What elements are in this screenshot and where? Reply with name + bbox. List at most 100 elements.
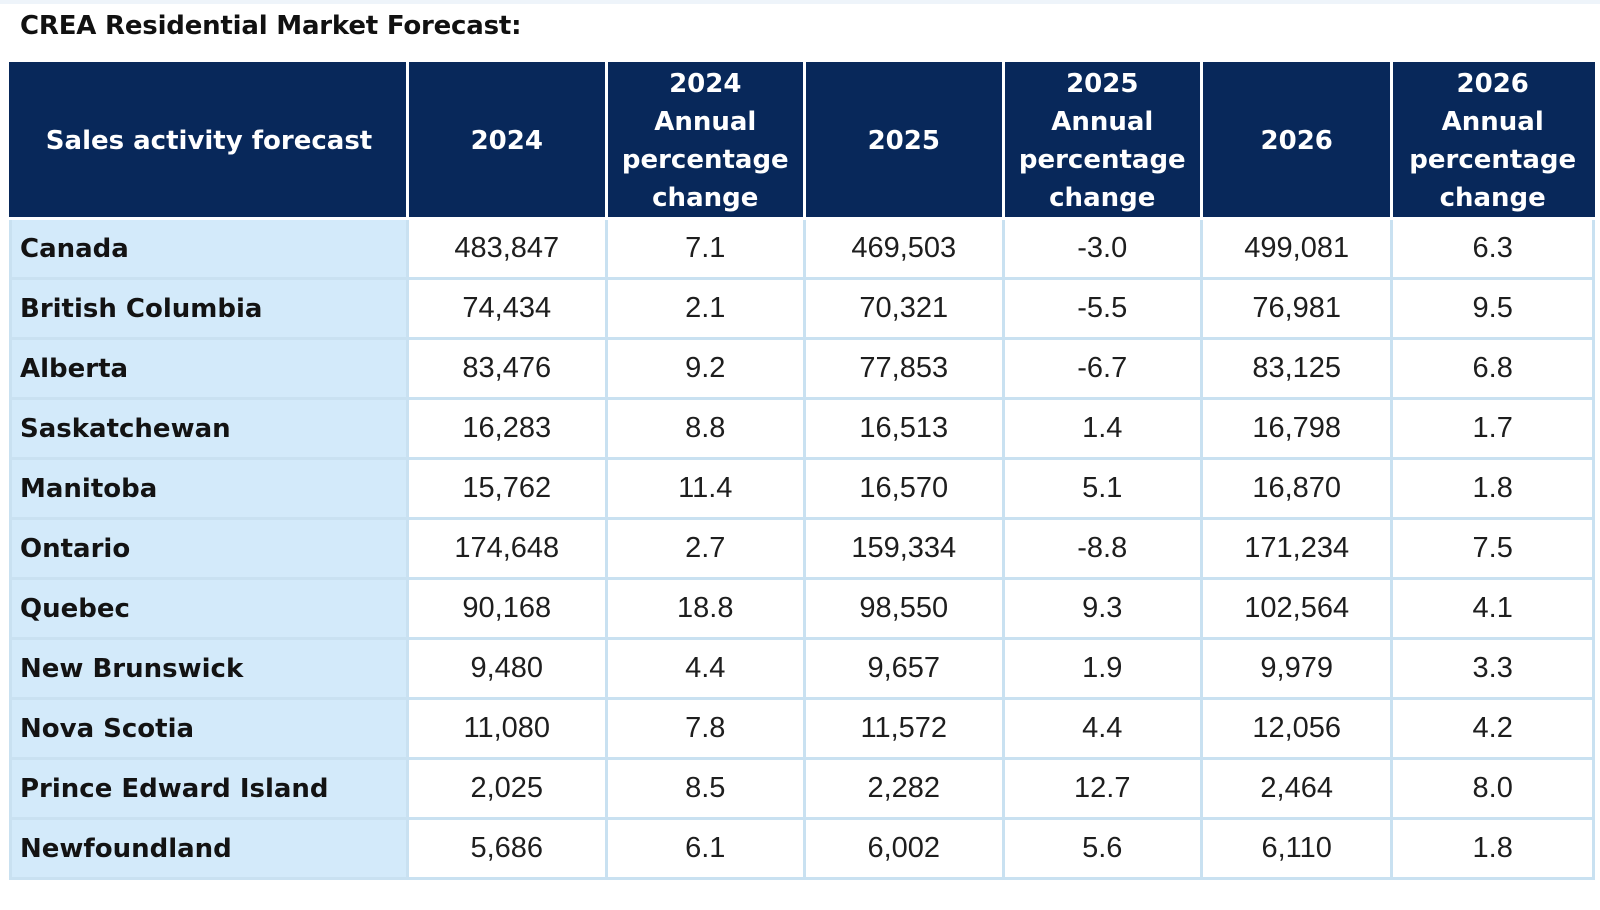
sales-2025-cell: 70,321 bbox=[803, 277, 1005, 340]
header-cell-2024: 2024 bbox=[406, 62, 608, 220]
table-row: British Columbia 74,434 2.1 70,321 -5.5 76,98… bbox=[8, 277, 1595, 340]
sales-2026-cell: 12,056 bbox=[1200, 697, 1394, 760]
change-2024-cell: 9.2 bbox=[604, 337, 807, 400]
change-2025-cell: 1.4 bbox=[1001, 397, 1204, 460]
sales-2024-cell: 83,476 bbox=[406, 337, 608, 400]
change-2024-cell: 4.4 bbox=[604, 637, 807, 700]
change-2024-cell: 8.5 bbox=[604, 757, 807, 820]
sales-2024-cell: 90,168 bbox=[406, 577, 608, 640]
sales-2024-cell: 74,434 bbox=[406, 277, 608, 340]
sales-2025-cell: 16,570 bbox=[803, 457, 1005, 520]
change-2026-cell: 1.8 bbox=[1390, 457, 1595, 520]
header-cell-sales-activity: Sales activity forecast bbox=[8, 62, 410, 220]
change-2024-cell: 2.7 bbox=[604, 517, 807, 580]
change-2026-cell: 7.5 bbox=[1390, 517, 1595, 580]
header-label: 2026 Annual percentage change bbox=[1409, 69, 1577, 213]
sales-2026-cell: 102,564 bbox=[1200, 577, 1394, 640]
table-row: Ontario 174,648 2.7 159,334 -8.8 171,234 7.5 bbox=[8, 517, 1595, 580]
change-2024-cell: 11.4 bbox=[604, 457, 807, 520]
table-header: Sales activity forecast 2024 2024 Annual… bbox=[8, 62, 1595, 220]
change-2024-cell: 6.1 bbox=[604, 817, 807, 880]
sales-2026-cell: 16,870 bbox=[1200, 457, 1394, 520]
header-label: 2025 bbox=[867, 126, 940, 156]
header-label: Sales activity forecast bbox=[45, 126, 373, 156]
change-2025-cell: -8.8 bbox=[1001, 517, 1204, 580]
change-2024-cell: 7.1 bbox=[604, 217, 807, 280]
change-2024-cell: 2.1 bbox=[604, 277, 807, 340]
table-row: Saskatchewan 16,283 8.8 16,513 1.4 16,798 1.7 bbox=[8, 397, 1595, 460]
header-cell-2026-change: 2026 Annual percentage change bbox=[1390, 62, 1595, 220]
sales-2025-cell: 77,853 bbox=[803, 337, 1005, 400]
table-body: Canada 483,847 7.1 469,503 -3.0 499,081 6.3 Bri… bbox=[8, 217, 1595, 880]
forecast-table: Sales activity forecast 2024 2024 Annual… bbox=[8, 62, 1595, 880]
sales-2024-cell: 16,283 bbox=[406, 397, 608, 460]
change-2025-cell: -6.7 bbox=[1001, 337, 1204, 400]
header-cell-2025: 2025 bbox=[803, 62, 1005, 220]
sales-2025-cell: 469,503 bbox=[803, 217, 1005, 280]
sales-2026-cell: 6,110 bbox=[1200, 817, 1394, 880]
header-label: 2024 bbox=[470, 126, 543, 156]
sales-2024-cell: 483,847 bbox=[406, 217, 608, 280]
sales-2024-cell: 2,025 bbox=[406, 757, 608, 820]
region-cell: Prince Edward Island bbox=[8, 757, 410, 820]
table-row: Canada 483,847 7.1 469,503 -3.0 499,081 6.3 bbox=[8, 217, 1595, 280]
sales-2026-cell: 9,979 bbox=[1200, 637, 1394, 700]
header-label: 2026 bbox=[1260, 126, 1333, 156]
change-2026-cell: 4.2 bbox=[1390, 697, 1595, 760]
table-row: New Brunswick 9,480 4.4 9,657 1.9 9,979 3.3 bbox=[8, 637, 1595, 700]
change-2026-cell: 3.3 bbox=[1390, 637, 1595, 700]
sales-2025-cell: 159,334 bbox=[803, 517, 1005, 580]
region-cell: Canada bbox=[8, 217, 410, 280]
header-cell-2025-change: 2025 Annual percentage change bbox=[1001, 62, 1204, 220]
header-label: 2025 Annual percentage change bbox=[1018, 69, 1186, 213]
change-2025-cell: 1.9 bbox=[1001, 637, 1204, 700]
sales-2025-cell: 16,513 bbox=[803, 397, 1005, 460]
header-label: 2024 Annual percentage change bbox=[621, 69, 789, 213]
region-cell: Quebec bbox=[8, 577, 410, 640]
table-row: Manitoba 15,762 11.4 16,570 5.1 16,870 1.8 bbox=[8, 457, 1595, 520]
sales-2026-cell: 83,125 bbox=[1200, 337, 1394, 400]
sales-2026-cell: 171,234 bbox=[1200, 517, 1394, 580]
table-row: Nova Scotia 11,080 7.8 11,572 4.4 12,056 4.2 bbox=[8, 697, 1595, 760]
region-cell: Saskatchewan bbox=[8, 397, 410, 460]
sales-2026-cell: 2,464 bbox=[1200, 757, 1394, 820]
change-2026-cell: 4.1 bbox=[1390, 577, 1595, 640]
change-2024-cell: 7.8 bbox=[604, 697, 807, 760]
header-cell-2026: 2026 bbox=[1200, 62, 1394, 220]
region-cell: Alberta bbox=[8, 337, 410, 400]
page-title: CREA Residential Market Forecast: bbox=[20, 11, 522, 41]
sales-2024-cell: 11,080 bbox=[406, 697, 608, 760]
region-cell: Nova Scotia bbox=[8, 697, 410, 760]
sales-2024-cell: 174,648 bbox=[406, 517, 608, 580]
change-2026-cell: 8.0 bbox=[1390, 757, 1595, 820]
change-2025-cell: 9.3 bbox=[1001, 577, 1204, 640]
sales-2025-cell: 2,282 bbox=[803, 757, 1005, 820]
region-cell: Manitoba bbox=[8, 457, 410, 520]
sales-2024-cell: 5,686 bbox=[406, 817, 608, 880]
region-cell: Newfoundland bbox=[8, 817, 410, 880]
sales-2025-cell: 98,550 bbox=[803, 577, 1005, 640]
change-2026-cell: 6.8 bbox=[1390, 337, 1595, 400]
change-2024-cell: 18.8 bbox=[604, 577, 807, 640]
change-2026-cell: 9.5 bbox=[1390, 277, 1595, 340]
region-cell: New Brunswick bbox=[8, 637, 410, 700]
top-strip bbox=[0, 0, 1600, 4]
change-2026-cell: 1.7 bbox=[1390, 397, 1595, 460]
region-cell: Ontario bbox=[8, 517, 410, 580]
change-2025-cell: 5.1 bbox=[1001, 457, 1204, 520]
change-2025-cell: 12.7 bbox=[1001, 757, 1204, 820]
header-cell-2024-change: 2024 Annual percentage change bbox=[604, 62, 807, 220]
change-2025-cell: -3.0 bbox=[1001, 217, 1204, 280]
sales-2025-cell: 11,572 bbox=[803, 697, 1005, 760]
change-2026-cell: 6.3 bbox=[1390, 217, 1595, 280]
header-row: Sales activity forecast 2024 2024 Annual… bbox=[8, 62, 1595, 220]
change-2025-cell: -5.5 bbox=[1001, 277, 1204, 340]
sales-2026-cell: 499,081 bbox=[1200, 217, 1394, 280]
change-2025-cell: 4.4 bbox=[1001, 697, 1204, 760]
sales-2025-cell: 6,002 bbox=[803, 817, 1005, 880]
sales-2024-cell: 15,762 bbox=[406, 457, 608, 520]
sales-2024-cell: 9,480 bbox=[406, 637, 608, 700]
region-cell: British Columbia bbox=[8, 277, 410, 340]
table-row: Prince Edward Island 2,025 8.5 2,282 12.7 2,4… bbox=[8, 757, 1595, 820]
sales-2026-cell: 16,798 bbox=[1200, 397, 1394, 460]
